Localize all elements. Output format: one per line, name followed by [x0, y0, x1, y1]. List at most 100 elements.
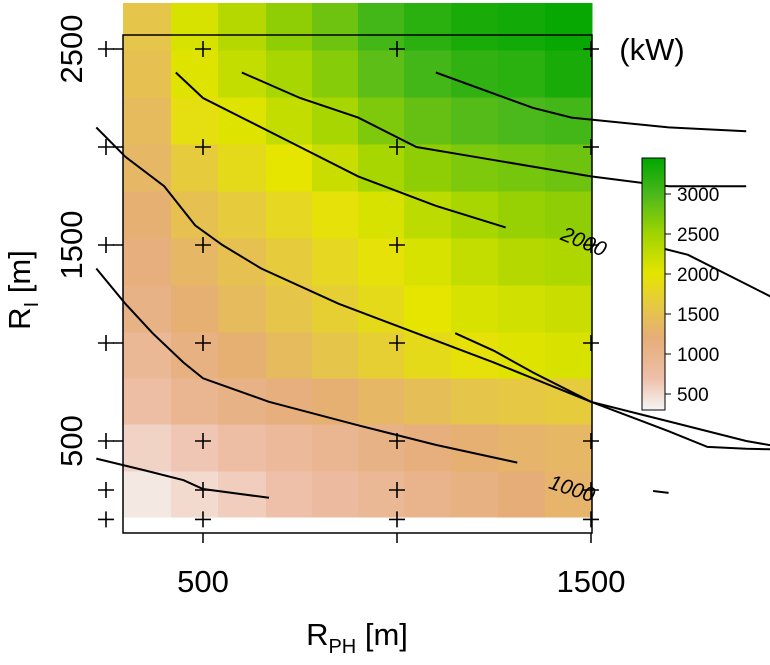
heatmap-cell: [266, 191, 313, 239]
sample-point-marker: [195, 433, 211, 449]
sample-point-marker: [583, 482, 599, 498]
sample-point-marker: [195, 511, 211, 528]
heatmap-cell: [451, 97, 499, 145]
heatmap-cell: [312, 144, 359, 192]
heatmap-cell: [171, 285, 219, 333]
heatmap-cell: [266, 238, 313, 286]
sample-point-marker: [195, 237, 211, 253]
heatmap-cell: [171, 3, 219, 51]
heatmap-cell: [123, 424, 172, 472]
heatmap-cell: [218, 238, 267, 286]
heatmap-cell: [498, 424, 546, 472]
heatmap-cell: [218, 3, 267, 51]
heatmap-cell: [545, 238, 593, 286]
heatmap-cell: [498, 97, 546, 145]
colorbar-tick-label: 2500: [677, 225, 719, 246]
sample-point-marker: [98, 335, 114, 351]
heatmap-cell: [123, 471, 172, 518]
heatmap-cell: [266, 424, 313, 472]
heatmap-cell: [498, 285, 546, 333]
heatmap-cell: [358, 285, 405, 333]
sample-point-marker: [98, 139, 114, 155]
heatmap-cell: [312, 238, 359, 286]
heatmap-cell: [545, 332, 593, 379]
heatmap-cell: [123, 144, 172, 192]
sample-point-marker: [389, 511, 405, 528]
heatmap-cell: [123, 332, 172, 379]
heatmap-cell: [266, 144, 313, 192]
heatmap-cell: [404, 238, 452, 286]
heatmap-cell: [498, 50, 546, 98]
heatmap-cell: [266, 50, 313, 98]
heatmap-cell: [451, 238, 499, 286]
sample-point-marker: [583, 433, 599, 449]
heatmap-cell: [404, 471, 452, 518]
heatmap-cell: [218, 332, 267, 379]
sample-point-marker: [98, 41, 114, 57]
y-tick-label: 1500: [54, 211, 89, 280]
heatmap-cell: [123, 191, 172, 239]
heatmap-cell: [171, 378, 219, 425]
sample-point-marker: [583, 139, 599, 155]
y-tick-label: 500: [54, 415, 89, 467]
contour-lines: 1000 1500 2000 2500 3000: [95, 71, 770, 507]
colorbar-bar: [641, 157, 666, 411]
contour-line: [175, 71, 506, 229]
heatmap-cell: [171, 144, 219, 192]
sample-point-marker: [389, 139, 405, 155]
heatmap-cell: [312, 332, 359, 379]
heatmap-cell: [498, 191, 546, 239]
sample-point-marker: [98, 433, 114, 449]
contour-line: [648, 244, 770, 298]
heatmap-cell: [451, 424, 499, 472]
unit-label: (kW): [619, 32, 684, 67]
axes: 5001500250050015002500RPH [m]RI [m]: [2, 15, 626, 658]
heatmap-cell: [498, 378, 546, 425]
heatmap-cell: [545, 50, 593, 98]
sample-point-marker: [195, 335, 211, 351]
contour-line: [652, 490, 669, 494]
sample-point-marker: [98, 511, 114, 528]
heatmap-cell: [266, 97, 313, 145]
heatmap-cell: [266, 471, 313, 518]
sample-point-marker: [98, 237, 114, 253]
heatmap-cell: [266, 378, 313, 425]
x-tick-label: 1500: [557, 564, 626, 599]
y-tick-label: 2500: [54, 15, 89, 84]
heatmap-cell: [218, 424, 267, 472]
heatmap-cell: [358, 378, 405, 425]
heatmap-cell: [498, 471, 546, 518]
heatmap-cells: [123, 3, 593, 518]
heatmap-cell: [451, 191, 499, 239]
heatmap-cell: [171, 97, 219, 145]
colorbar-tick-label: 3000: [677, 185, 719, 206]
heatmap-cell: [312, 378, 359, 425]
heatmap-cell: [218, 144, 267, 192]
heatmap-cell: [123, 3, 172, 51]
y-axis-title: RI [m]: [2, 250, 43, 330]
heatmap-cell: [545, 3, 593, 51]
contour-line: [435, 71, 747, 133]
heatmap-cell: [171, 238, 219, 286]
heatmap-cell: [312, 50, 359, 98]
heatmap-cell: [123, 238, 172, 286]
heatmap-cell: [545, 378, 593, 425]
heatmap-cell: [451, 378, 499, 425]
heatmap-cell: [451, 285, 499, 333]
sample-point-marker: [583, 41, 599, 57]
sample-point-marker: [583, 511, 599, 528]
contour-line: [96, 457, 270, 499]
sample-point-marker: [389, 335, 405, 351]
sample-point-marker: [389, 41, 405, 57]
heatmap-cell: [545, 471, 593, 518]
sample-point-marker: [98, 482, 114, 498]
heatmap-cell: [545, 424, 593, 472]
heatmap-cell: [404, 332, 452, 379]
heatmap-cell: [498, 332, 546, 379]
sample-point-marker: [583, 335, 599, 351]
heatmap-cell: [123, 50, 172, 98]
heatmap-cell: [404, 50, 452, 98]
sample-point-marker: [195, 139, 211, 155]
heatmap-cell: [498, 238, 546, 286]
